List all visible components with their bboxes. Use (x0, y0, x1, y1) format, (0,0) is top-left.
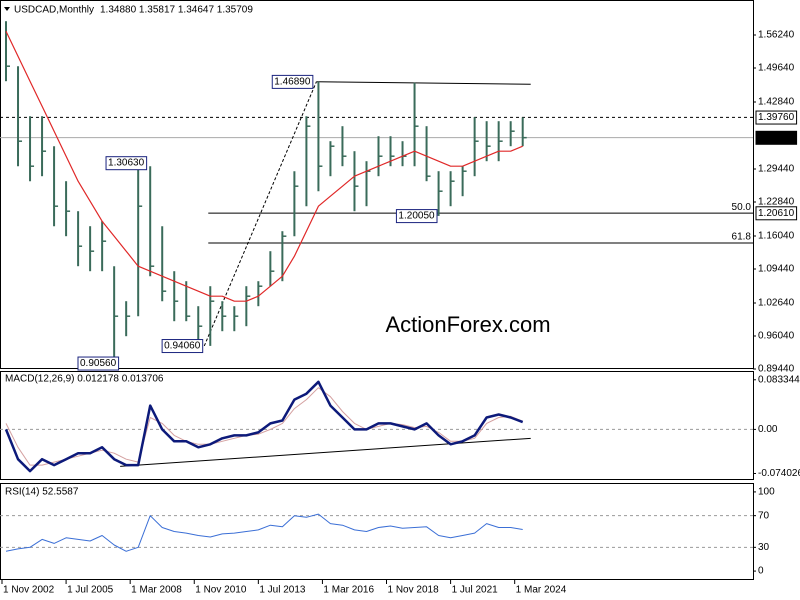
y-tick-label: 0.96040 (758, 331, 795, 342)
fib-price-label: 1.20610 (758, 208, 795, 219)
y-tick-label: 30 (758, 542, 770, 553)
y-tick-label: 1.16040 (758, 231, 795, 242)
level-label: 1.35709 (758, 132, 795, 143)
trend-line (316, 81, 531, 85)
x-tick-label: 1 Nov 2002 (3, 585, 55, 596)
macd-title: MACD(12,26,9) 0.012178 0.013706 (5, 374, 164, 385)
x-tick-label: 1 Jul 2005 (67, 585, 114, 596)
moving-average (5, 30, 523, 302)
y-tick-label: 1.29440 (758, 164, 795, 175)
quote: 1.34880 1.35817 1.34647 1.35709 (100, 5, 253, 16)
y-tick-label: 0.89440 (758, 364, 795, 375)
y-tick-label: 0.083344 (758, 374, 800, 385)
y-tick-label: 1.56240 (758, 30, 795, 41)
macd-panel (0, 371, 754, 480)
rsi-line (5, 513, 523, 552)
price-label-box (105, 156, 148, 171)
fib-label: 50.0 (732, 202, 752, 213)
fib-price-label-box (755, 206, 798, 221)
y-tick-label: 1.02640 (758, 298, 795, 309)
price-label: 0.94060 (164, 341, 201, 352)
price-panel (0, 0, 754, 369)
price-label-box (395, 209, 438, 224)
trend-line (120, 437, 531, 467)
level-label-box (755, 110, 798, 125)
x-tick-label: 1 Nov 2018 (388, 585, 440, 596)
x-tick-label: 1 Jul 2013 (259, 585, 306, 596)
level-label: 1.39760 (758, 112, 795, 123)
x-tick-label: 1 Mar 2024 (516, 585, 567, 596)
x-tick-label: 1 Nov 2010 (195, 585, 247, 596)
rsi-title: RSI(14) 52.5587 (5, 487, 79, 498)
level-label-box (755, 130, 798, 145)
price-label-box (271, 74, 314, 89)
x-tick-label: 1 Jul 2021 (452, 585, 499, 596)
y-tick-label: 1.42840 (758, 97, 795, 108)
price-label-box (161, 339, 204, 354)
chart-title: USDCAD,Monthly (14, 5, 94, 16)
y-tick-label: -0.074026 (758, 468, 800, 479)
price-label-box (77, 356, 120, 371)
y-tick-label: 100 (758, 487, 775, 498)
y-tick-label: 1.09440 (758, 264, 795, 275)
price-label: 1.46890 (274, 76, 311, 87)
y-tick-label: 0 (758, 566, 764, 577)
x-tick-label: 1 Mar 2016 (323, 585, 374, 596)
macd-line (4, 380, 524, 473)
price-label: 1.20050 (398, 211, 435, 222)
y-tick-label: 1.22840 (758, 197, 795, 208)
y-tick-label: 70 (758, 510, 770, 521)
price-label: 1.30630 (108, 158, 145, 169)
x-tick-label: 1 Mar 2008 (131, 585, 182, 596)
y-tick-label: 0.00 (758, 424, 778, 435)
price-label: 0.90560 (80, 358, 117, 369)
menu-arrow (4, 7, 10, 11)
rsi-panel (0, 483, 754, 580)
watermark: ActionForex.com (385, 312, 550, 337)
fib-label: 61.8 (732, 232, 752, 243)
y-tick-label: 1.49640 (758, 63, 795, 74)
